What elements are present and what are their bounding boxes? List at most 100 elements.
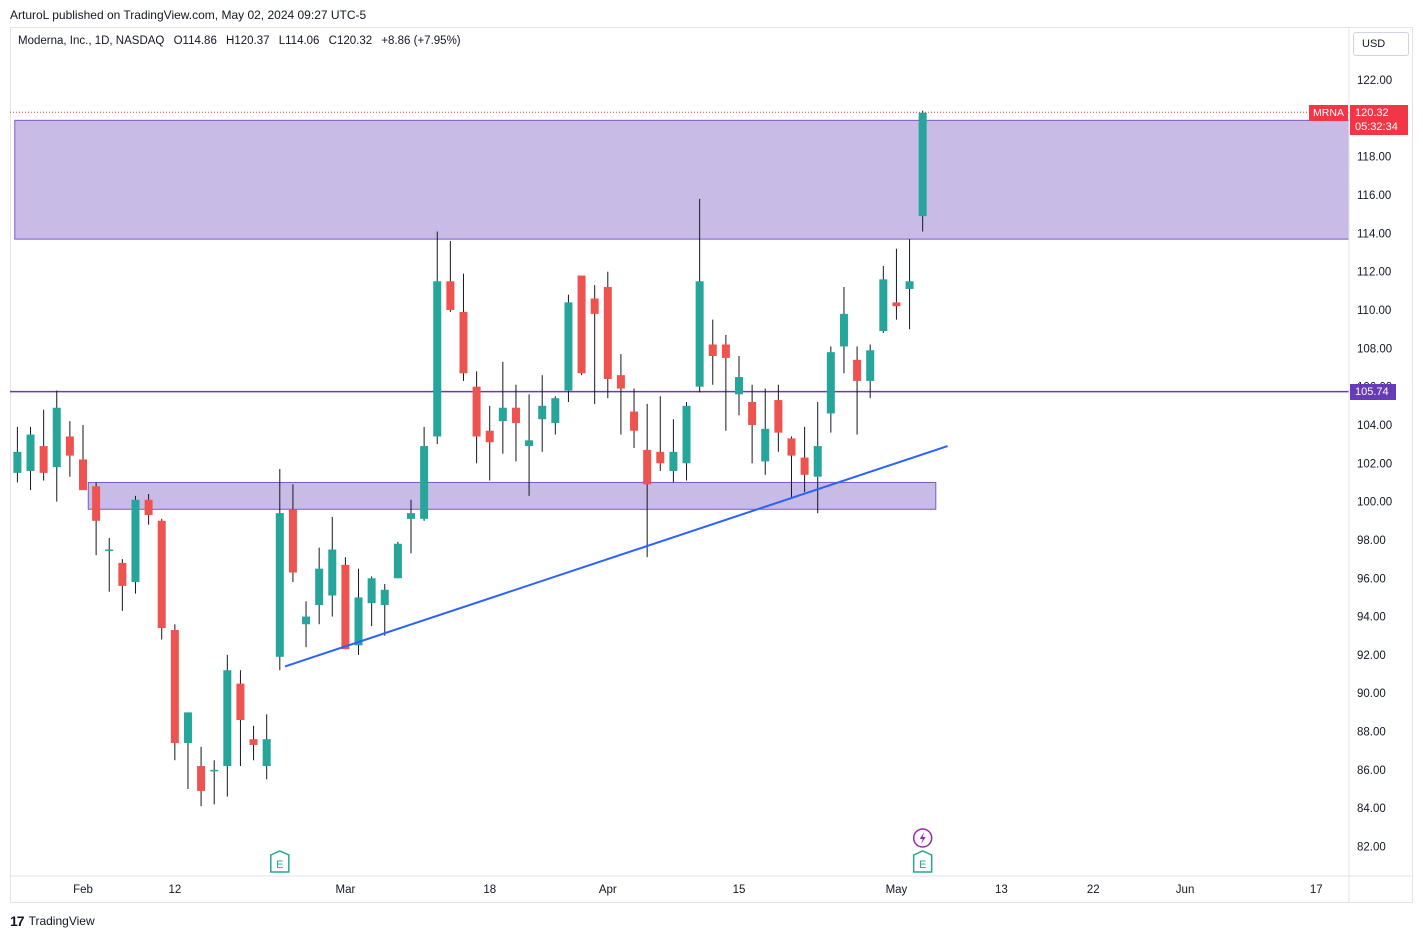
- candle: [472, 371, 481, 464]
- tradingview-logo-icon[interactable]: 17: [10, 913, 25, 929]
- candle-body: [393, 543, 402, 579]
- candle-body: [39, 446, 48, 473]
- earnings-badge: [270, 850, 290, 873]
- candle: [288, 484, 297, 583]
- lightning-bolt: [919, 832, 926, 844]
- trendline-1: [284, 445, 948, 668]
- candle: [774, 384, 783, 452]
- y-tick-label: 114.00: [1357, 228, 1391, 240]
- candle-body: [616, 375, 625, 389]
- candle: [459, 273, 468, 381]
- candle-body: [118, 562, 127, 586]
- x-tick-label: 12: [168, 884, 181, 896]
- candle: [52, 390, 61, 502]
- y-tick-label: 116.00: [1357, 190, 1391, 202]
- candle: [433, 231, 442, 445]
- candle: [262, 714, 271, 780]
- candle: [918, 110, 927, 232]
- candle: [538, 375, 547, 452]
- candle-body: [354, 597, 363, 646]
- candle: [643, 403, 652, 558]
- candle-body: [433, 281, 442, 437]
- chart-frame[interactable]: [10, 27, 1413, 903]
- symbol-name: Moderna, Inc., 1D, NASDAQ: [18, 35, 165, 47]
- symbol-legend: Moderna, Inc., 1D, NASDAQ O114.86 H120.3…: [18, 35, 467, 47]
- candle: [551, 396, 560, 435]
- candle-body: [315, 568, 324, 606]
- candle-body: [249, 739, 258, 745]
- candle: [144, 493, 153, 525]
- ohlc-close: C120.32: [328, 35, 373, 47]
- currency-selector[interactable]: USD: [1353, 32, 1409, 56]
- candle: [853, 346, 862, 435]
- earnings-icon: E: [912, 850, 933, 873]
- x-tick-label: 22: [1087, 884, 1100, 896]
- candle: [328, 516, 337, 617]
- y-tick-label: 108.00: [1357, 343, 1392, 355]
- candle: [157, 518, 166, 640]
- candle-body: [735, 377, 743, 395]
- candle-body: [472, 386, 481, 437]
- candle: [275, 469, 284, 671]
- candle-body: [905, 281, 914, 289]
- candle-body: [839, 313, 848, 347]
- candle-body: [748, 401, 757, 425]
- ticker-label: MRNA: [1309, 105, 1348, 121]
- candle: [131, 495, 140, 594]
- candle-body: [183, 712, 192, 744]
- trendline-layer: [284, 445, 948, 668]
- y-tick-label: 92.00: [1357, 650, 1386, 662]
- candle-body: [761, 428, 770, 462]
- candle-body: [538, 405, 547, 420]
- candle-body: [275, 513, 284, 657]
- x-tick-label: Jun: [1176, 884, 1195, 896]
- candle-body: [695, 281, 704, 387]
- y-tick-label: 118.00: [1357, 152, 1391, 164]
- candle: [695, 198, 704, 393]
- candle-body: [131, 499, 140, 583]
- y-tick-label: 98.00: [1357, 535, 1386, 547]
- candle-body: [420, 446, 429, 519]
- candle: [813, 401, 822, 514]
- candle-body: [170, 629, 179, 744]
- publisher-line: ArturoL published on TradingView.com, Ma…: [10, 8, 367, 22]
- y-tick-label: 104.00: [1357, 420, 1392, 432]
- x-tick-label: May: [886, 884, 908, 896]
- candle: [905, 239, 914, 330]
- candle-body: [407, 513, 415, 519]
- y-tick-label: 84.00: [1357, 803, 1386, 815]
- last-price-tag: 120.32 05:32:34: [1350, 105, 1408, 135]
- candle-body: [800, 457, 809, 475]
- bar-countdown: 05:32:34: [1355, 121, 1398, 133]
- candle: [354, 568, 363, 655]
- candle-body: [525, 440, 534, 447]
- candle-body: [551, 398, 560, 424]
- candle-body: [105, 549, 114, 552]
- candle: [302, 601, 311, 648]
- x-tick-label: 18: [483, 884, 496, 896]
- x-tick-label: 17: [1310, 884, 1323, 896]
- candle: [669, 419, 678, 483]
- candle: [315, 547, 324, 625]
- candle-body: [210, 769, 219, 772]
- zones-layer: [14, 119, 1350, 510]
- candle: [603, 271, 612, 399]
- candle: [735, 356, 743, 416]
- candle-body: [92, 486, 101, 521]
- footer-brand[interactable]: TradingView: [28, 914, 95, 928]
- y-tick-label: 88.00: [1357, 727, 1386, 739]
- candle-body: [918, 112, 927, 217]
- candle: [485, 405, 494, 481]
- candle: [800, 426, 809, 493]
- candle-body: [590, 298, 599, 314]
- candle: [656, 396, 665, 471]
- level-price-tag: 105.74: [1350, 384, 1396, 400]
- candle: [616, 354, 625, 435]
- candle: [249, 725, 258, 761]
- earnings-icon: E: [270, 850, 290, 873]
- levels-layer: [10, 111, 1349, 393]
- candle-body: [630, 411, 639, 431]
- lightning-icon: [912, 828, 933, 848]
- x-tick-label: Apr: [599, 884, 617, 896]
